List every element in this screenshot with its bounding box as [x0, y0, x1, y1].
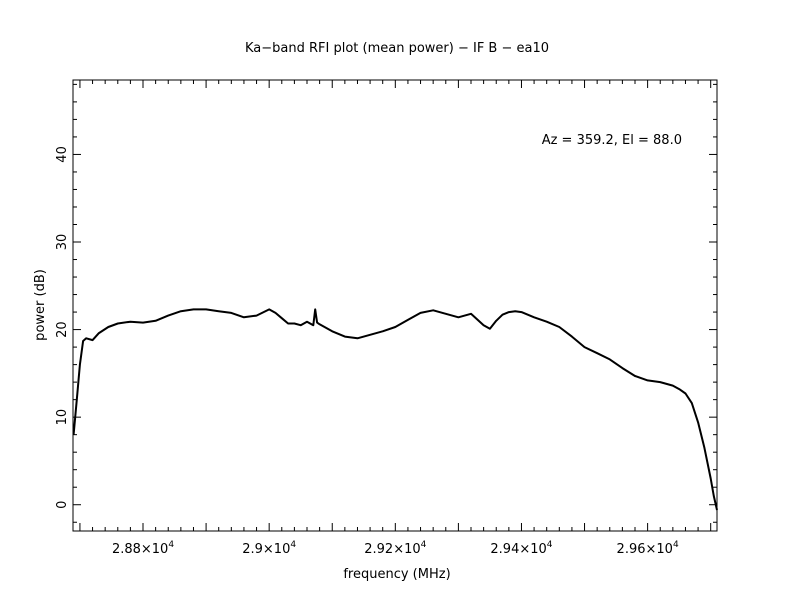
x-axis-label: frequency (MHz): [343, 567, 450, 582]
x-tick-exponent: 4: [421, 540, 427, 550]
axis-ticks: [73, 80, 717, 531]
x-tick-exponent: 4: [168, 540, 174, 550]
x-tick-labels: 2.88×104 2.9×104 2.92×104 2.94×104 2.96×104: [112, 540, 679, 557]
x-tick-mantissa: 2.88×10: [112, 542, 168, 557]
chart-title: Ka−band RFI plot (mean power) − IF B − e…: [245, 41, 549, 56]
x-tick-exponent: 4: [547, 540, 553, 550]
power-spectrum-line: [72, 308, 718, 511]
x-tick-mantissa: 2.92×10: [364, 542, 420, 557]
y-tick-label: 40: [55, 146, 70, 163]
y-tick-label: 10: [55, 409, 70, 426]
az-el-annotation: Az = 359.2, El = 88.0: [542, 133, 682, 148]
x-tick-label: 2.92×104: [364, 540, 426, 557]
x-tick-exponent: 4: [290, 540, 296, 550]
y-axis-label: power (dB): [33, 269, 48, 341]
x-tick-exponent: 4: [673, 540, 679, 550]
y-tick-labels: 0 10 20 30 40: [55, 146, 70, 509]
x-tick-label: 2.94×104: [490, 540, 552, 557]
x-tick-label: 2.9×104: [242, 540, 296, 557]
y-tick-label: 0: [55, 501, 70, 509]
x-tick-mantissa: 2.9×10: [242, 542, 290, 557]
x-tick-label: 2.88×104: [112, 540, 174, 557]
series-group: [72, 308, 718, 511]
x-tick-mantissa: 2.94×10: [490, 542, 546, 557]
x-tick-label: 2.96×104: [617, 540, 679, 557]
y-tick-label: 30: [55, 234, 70, 251]
y-tick-label: 20: [55, 321, 70, 338]
x-tick-mantissa: 2.96×10: [617, 542, 673, 557]
